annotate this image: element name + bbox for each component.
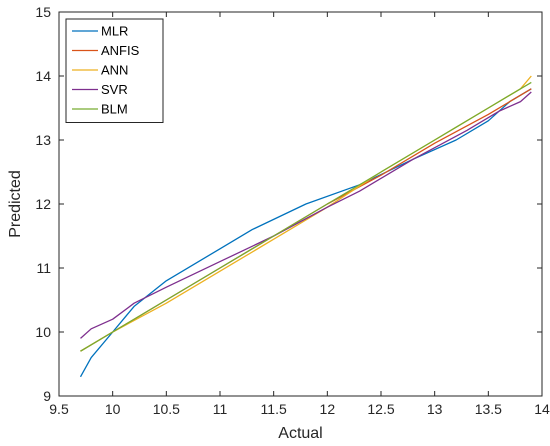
- x-tick-label: 13: [427, 401, 443, 417]
- y-tick-label: 12: [35, 196, 51, 212]
- legend-label-anfis: ANFIS: [101, 43, 140, 58]
- legend-label-mlr: MLR: [101, 24, 128, 39]
- x-tick-label: 12: [320, 401, 336, 417]
- axis-ticks: 9.5 10 10.5 11 11.5 12 12.5 13 13.5 14 9 10 11 12 13 14…: [35, 4, 550, 417]
- legend-box: [65, 18, 164, 123]
- legend-label-svr: SVR: [101, 82, 128, 97]
- x-tick-label: 14: [534, 401, 550, 417]
- x-tick-label: 10.5: [153, 401, 180, 417]
- legend: MLR ANFIS ANN SVR BLM: [65, 18, 164, 123]
- x-axis-label: Actual: [278, 425, 322, 442]
- x-tick-label: 13.5: [475, 401, 502, 417]
- y-tick-label: 14: [35, 68, 51, 84]
- y-tick-label: 10: [35, 324, 51, 340]
- x-tick-label: 11: [213, 401, 228, 417]
- legend-label-ann: ANN: [101, 63, 128, 78]
- series-line-svr: [80, 91, 532, 339]
- x-tick-label: 10: [105, 401, 121, 417]
- series-line-mlr: [79, 88, 532, 378]
- legend-label-blm: BLM: [101, 102, 128, 117]
- x-tick-label: 9.5: [49, 401, 69, 417]
- x-tick-label: 11.5: [261, 401, 287, 417]
- y-tick-label: 13: [35, 132, 51, 148]
- y-tick-label: 9: [43, 388, 51, 404]
- series-line-blm: [80, 81, 532, 352]
- y-tick-label: 15: [35, 4, 51, 20]
- y-tick-label: 11: [36, 260, 51, 276]
- x-tick-label: 12.5: [367, 401, 394, 417]
- plot-area: [79, 75, 532, 378]
- y-axis-label: Predicted: [7, 170, 24, 238]
